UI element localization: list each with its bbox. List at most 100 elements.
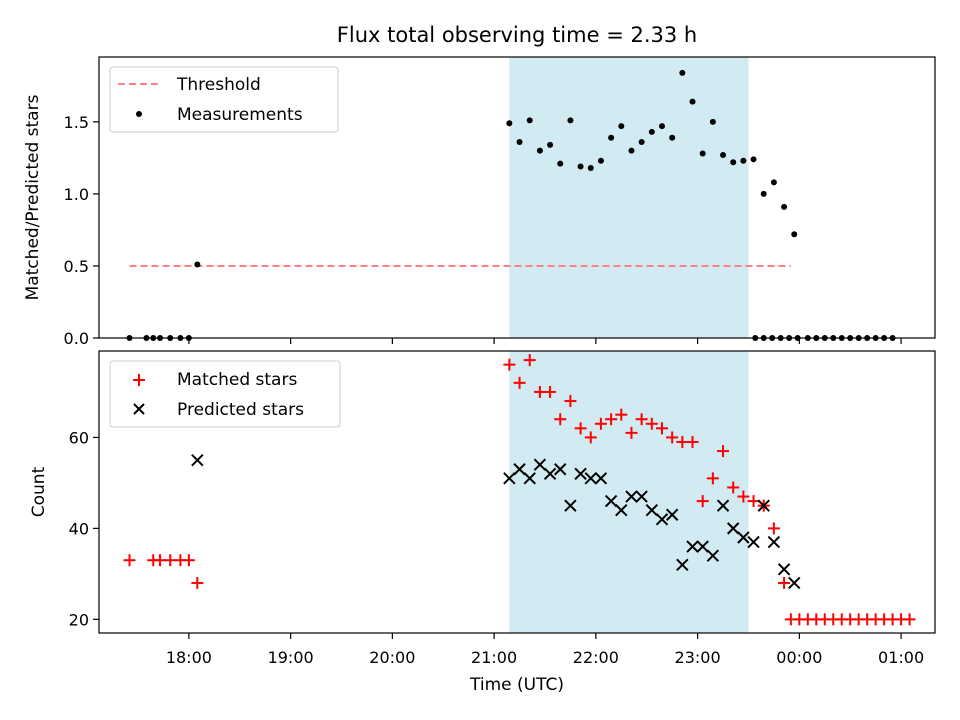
- top-panel: 0.0 0.5 1.0 1.5 Matched/Predicted stars Thr…: [23, 56, 936, 348]
- x-tick-label: 21:00: [471, 648, 517, 667]
- measurement-point: [577, 163, 584, 170]
- matched-star-point: [544, 385, 557, 398]
- matched-star-point: [635, 413, 648, 426]
- x-tick-label: 23:00: [675, 648, 721, 667]
- measurement-point: [536, 147, 543, 154]
- predicted-star-point: [584, 472, 597, 485]
- matched-star-point: [584, 431, 597, 444]
- predicted-star-point: [543, 467, 557, 481]
- bottom-y-axis-label: Count: [29, 466, 49, 517]
- matched-star-point: [686, 435, 699, 448]
- matched-star-point: [164, 554, 177, 567]
- x-tick-label: 19:00: [268, 648, 314, 667]
- top-legend: Threshold Measurements: [109, 66, 339, 133]
- legend-measurements-swatch: [136, 111, 142, 117]
- measurement-point: [618, 123, 625, 130]
- measurement-point: [648, 128, 655, 135]
- measurement-point: [526, 117, 533, 124]
- measurement-point: [194, 261, 201, 268]
- predicted-star-point: [726, 522, 740, 535]
- predicted-star-point: [696, 540, 709, 553]
- top-y-tick-label: 0.5: [64, 257, 89, 276]
- predicted-star-point: [747, 535, 760, 549]
- matched-star-point: [503, 358, 516, 371]
- matched-star-point: [564, 395, 577, 408]
- matched-star-point: [191, 576, 204, 589]
- matched-star-point: [737, 490, 750, 503]
- predicted-star-point: [191, 453, 204, 467]
- measurement-point: [557, 160, 564, 167]
- legend-matched-swatch: [133, 374, 145, 386]
- bottom-panel: 20 40 60 18:00 19:00 20:00 21:00 22:00 23:00 00:0…: [29, 350, 936, 695]
- matched-star-point: [574, 422, 587, 435]
- predicted-star-point: [676, 558, 689, 571]
- predicted-star-point: [706, 549, 720, 562]
- predicted-star-point: [574, 467, 587, 481]
- matched-star-point: [717, 445, 730, 458]
- predicted-star-point: [757, 499, 770, 512]
- measurement-point: [770, 179, 777, 186]
- measurement-point: [669, 134, 676, 141]
- top-y-axis-label: Matched/Predicted stars: [23, 94, 43, 300]
- predicted-star-point: [777, 563, 791, 576]
- legend-measurements-label: Measurements: [177, 105, 303, 125]
- x-tick-label: 22:00: [573, 648, 619, 667]
- measurement-point: [597, 157, 604, 164]
- measurement-point: [791, 231, 798, 238]
- matched-star-point: [727, 481, 740, 494]
- matched-star-point: [523, 354, 536, 367]
- top-y-tick-label: 1.0: [64, 185, 89, 204]
- top-y-tick-label: 0.0: [64, 329, 89, 348]
- predicted-star-point: [635, 490, 648, 503]
- matched-star-point: [747, 495, 760, 508]
- measurement-point: [760, 190, 767, 197]
- matched-star-point: [706, 472, 719, 485]
- matched-star-point: [767, 522, 780, 535]
- matched-star-point: [123, 554, 136, 567]
- measurement-point: [506, 120, 513, 127]
- bottom-highlight-span: [509, 351, 749, 633]
- legend-threshold-label: Threshold: [176, 75, 261, 95]
- matched-star-point: [594, 417, 607, 430]
- predicted-star-point: [655, 513, 669, 526]
- matched-star-point: [554, 413, 567, 426]
- predicted-star-point: [513, 463, 526, 476]
- predicted-star-point: [686, 540, 699, 553]
- matched-star-point: [903, 613, 916, 626]
- matched-star-point: [778, 576, 791, 589]
- measurement-point: [689, 98, 696, 105]
- top-highlight-span: [509, 57, 749, 338]
- matched-star-point: [696, 495, 709, 508]
- measurement-point: [608, 134, 615, 141]
- x-tick-label: 20:00: [369, 648, 415, 667]
- measurement-point: [740, 157, 747, 164]
- measurement-point: [658, 123, 665, 130]
- bottom-legend-box: [109, 360, 341, 428]
- bottom-legend: Matched stars Predicted stars: [109, 360, 341, 428]
- predicted-star-point: [594, 472, 608, 485]
- measurement-point: [720, 151, 727, 158]
- x-tick-label: 00:00: [776, 648, 822, 667]
- legend-matched-label: Matched stars: [177, 370, 297, 390]
- matched-star-point: [645, 417, 658, 430]
- predicted-star-point: [737, 531, 750, 544]
- predicted-star-point: [533, 458, 547, 471]
- predicted-star-point: [615, 503, 628, 517]
- predicted-star-point: [523, 472, 536, 485]
- matched-star-point: [513, 376, 526, 389]
- predicted-star-point: [767, 535, 781, 549]
- x-axis-label: Time (UTC): [469, 675, 564, 695]
- matched-star-point: [666, 431, 679, 444]
- bottom-y-tick-label: 40: [69, 519, 89, 538]
- predicted-star-point: [625, 490, 638, 503]
- measurement-point: [638, 139, 645, 146]
- measurement-point: [587, 164, 594, 171]
- bottom-y-tick-label: 20: [69, 610, 89, 629]
- top-y-tick-label: 1.5: [64, 113, 89, 132]
- measurement-point: [679, 69, 686, 76]
- measurement-point: [516, 139, 523, 146]
- matched-star-point: [615, 408, 628, 421]
- bottom-axes-frame: [98, 350, 936, 634]
- matched-star-point: [154, 554, 167, 567]
